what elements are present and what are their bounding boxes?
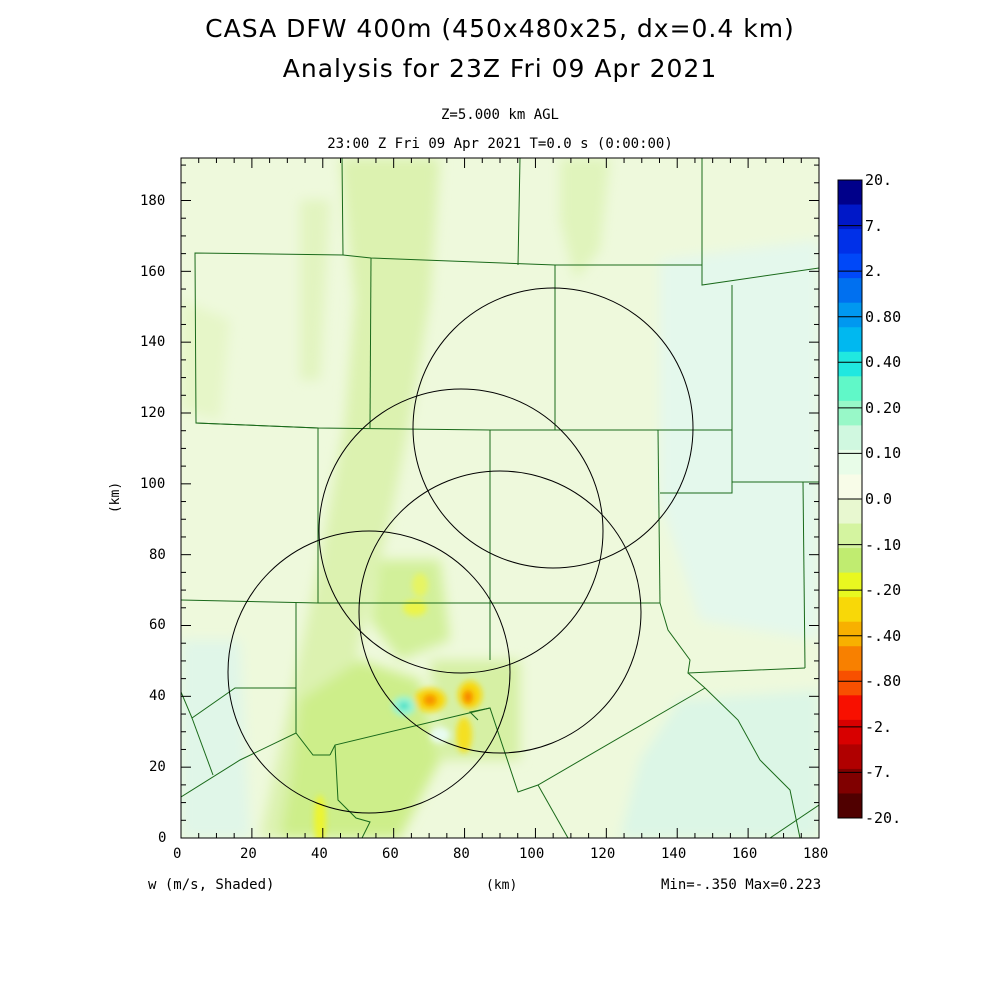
x-tick-label: 120: [590, 846, 616, 862]
colorbar-label: 0.80: [865, 307, 902, 326]
colorbar-label: -.10: [865, 535, 902, 554]
colorbar-swatch: [838, 499, 862, 525]
colorbar-label: 2.: [865, 262, 884, 281]
colorbar-swatch: [838, 425, 862, 451]
x-tick-label: 160: [732, 846, 758, 862]
colorbar-swatch: [838, 744, 862, 770]
y-tick-label: 160: [140, 264, 166, 280]
radar-ring: [358, 470, 642, 754]
colorbar-swatch: [838, 548, 862, 574]
colorbar-swatch: [838, 646, 862, 672]
colorbar-swatch: [838, 180, 862, 206]
colorbar: [837, 179, 863, 819]
colorbar-label: 20.: [865, 171, 893, 189]
colorbar-swatch: [838, 278, 862, 304]
x-tick-label: 40: [311, 846, 328, 862]
colorbar-swatch: [838, 572, 862, 598]
colorbar-label: -20.: [865, 809, 902, 827]
colorbar-label: 0.20: [865, 398, 902, 417]
plot-title-line1: CASA DFW 400m (450x480x25, dx=0.4 km): [205, 14, 795, 43]
radar-range-rings: [227, 287, 694, 814]
radar-ring: [227, 530, 511, 814]
colorbar-swatch: [838, 327, 862, 353]
y-tick-label: 40: [149, 688, 166, 704]
x-tick-label: 140: [661, 846, 687, 862]
x-tick-label: 20: [240, 846, 257, 862]
plot-title-line2: Analysis for 23Z Fri 09 Apr 2021: [282, 54, 718, 83]
colorbar-swatch: [838, 621, 862, 647]
colorbar-swatch: [838, 719, 862, 745]
radar-ring: [412, 287, 694, 569]
y-tick-label: 20: [149, 759, 166, 775]
y-tick-label: 180: [140, 193, 166, 209]
y-tick-label: 100: [140, 476, 166, 492]
y-tick-label: 140: [140, 334, 166, 350]
colorbar-swatch: [838, 670, 862, 696]
x-tick-label: 100: [519, 846, 545, 862]
colorbar-swatch: [838, 793, 862, 819]
x-axis-unit: (km): [486, 878, 518, 893]
colorbar-label: -.80: [865, 672, 902, 691]
x-tick-label: 0: [173, 846, 182, 862]
colorbar-label: 0.40: [865, 353, 902, 372]
y-tick-label: 0: [158, 830, 167, 846]
y-tick-label: 80: [149, 547, 166, 563]
x-tick-label: 60: [382, 846, 399, 862]
y-tick-label: 60: [149, 617, 166, 633]
colorbar-swatch: [838, 302, 862, 328]
colorbar-swatch: [838, 695, 862, 721]
colorbar-label: 0.0: [865, 490, 893, 508]
colorbar-swatch: [838, 400, 862, 426]
county-boundaries: [181, 158, 819, 838]
colorbar-swatch: [838, 351, 862, 377]
colorbar-label: -.20: [865, 581, 902, 600]
colorbar-swatch: [838, 229, 862, 255]
colorbar-swatch: [838, 768, 862, 794]
field-label: w (m/s, Shaded): [148, 877, 275, 893]
y-axis-unit: (km): [108, 481, 124, 514]
colorbar-label: -.40: [865, 626, 902, 645]
x-tick-label: 80: [453, 846, 470, 862]
colorbar-swatch: [838, 253, 862, 279]
colorbar-label: 0.10: [865, 444, 902, 463]
colorbar-swatch: [838, 376, 862, 402]
y-tick-label: 120: [140, 405, 166, 421]
colorbar-label: 7.: [865, 216, 884, 235]
axis-ticks: [180, 158, 820, 839]
min-max-label: Min=-.350 Max=0.223: [661, 877, 822, 893]
colorbar-swatch: [838, 597, 862, 623]
colorbar-swatch: [838, 449, 862, 475]
x-tick-label: 180: [803, 846, 829, 862]
colorbar-label: -2.: [865, 717, 893, 736]
colorbar-swatch: [838, 474, 862, 500]
time-label: 23:00 Z Fri 09 Apr 2021 T=0.0 s (0:00:00…: [327, 136, 673, 152]
level-label: Z=5.000 km AGL: [440, 107, 559, 123]
radar-ring: [318, 388, 604, 674]
shaded-field: [181, 158, 819, 838]
colorbar-label: -7.: [865, 763, 893, 782]
